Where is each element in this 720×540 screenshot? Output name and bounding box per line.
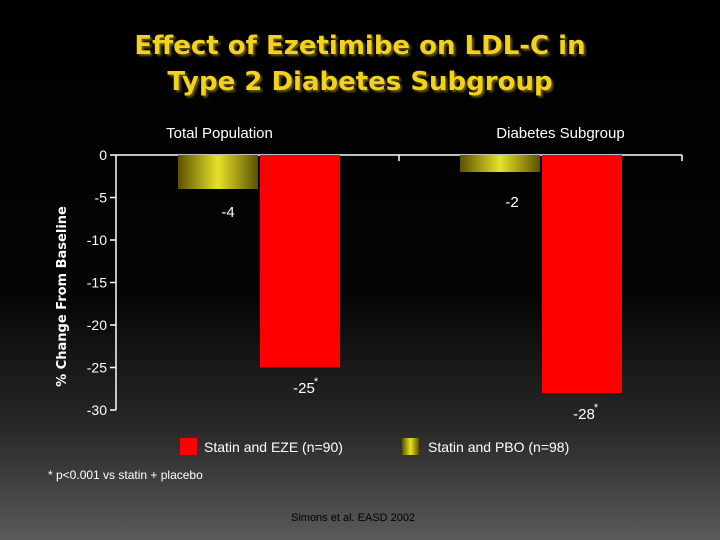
significance-asterisk: * xyxy=(594,402,599,414)
legend-eze-swatch xyxy=(180,438,197,455)
y-tick-label: -10 xyxy=(87,232,107,248)
data-label: -28 xyxy=(573,406,595,423)
y-tick-label: -25 xyxy=(87,360,107,376)
bar-pbo xyxy=(460,155,540,172)
bar-eze xyxy=(542,155,622,393)
y-tick-label: -15 xyxy=(87,275,107,291)
y-tick-label: 0 xyxy=(99,147,107,163)
category-label: Diabetes Subgroup xyxy=(496,125,624,142)
source-citation: Simons et al. EASD 2002 xyxy=(291,512,416,524)
y-tick-label: -30 xyxy=(87,402,107,418)
data-label: -25 xyxy=(293,380,315,397)
category-label: Total Population xyxy=(166,125,273,142)
y-tick-label: -5 xyxy=(95,190,108,206)
title-line-1: Effect of Ezetimibe on LDL-C in xyxy=(134,31,586,61)
legend-pbo-label: Statin and PBO (n=98) xyxy=(428,439,569,455)
legend-pbo-swatch xyxy=(402,438,419,455)
data-label: -4 xyxy=(221,204,234,221)
legend-eze-label: Statin and EZE (n=90) xyxy=(204,439,343,455)
chart-title: Effect of Ezetimibe on LDL-C in Type 2 D… xyxy=(0,28,720,100)
significance-asterisk: * xyxy=(314,376,319,388)
footnote: * p<0.001 vs statin + placebo xyxy=(48,468,203,482)
bar-eze xyxy=(260,155,340,368)
bar-pbo xyxy=(178,155,258,189)
y-tick-label: -20 xyxy=(87,317,107,333)
title-line-2: Type 2 Diabetes Subgroup xyxy=(167,67,553,97)
data-label: -2 xyxy=(505,194,518,211)
y-axis-title: % Change From Baseline xyxy=(55,206,70,387)
